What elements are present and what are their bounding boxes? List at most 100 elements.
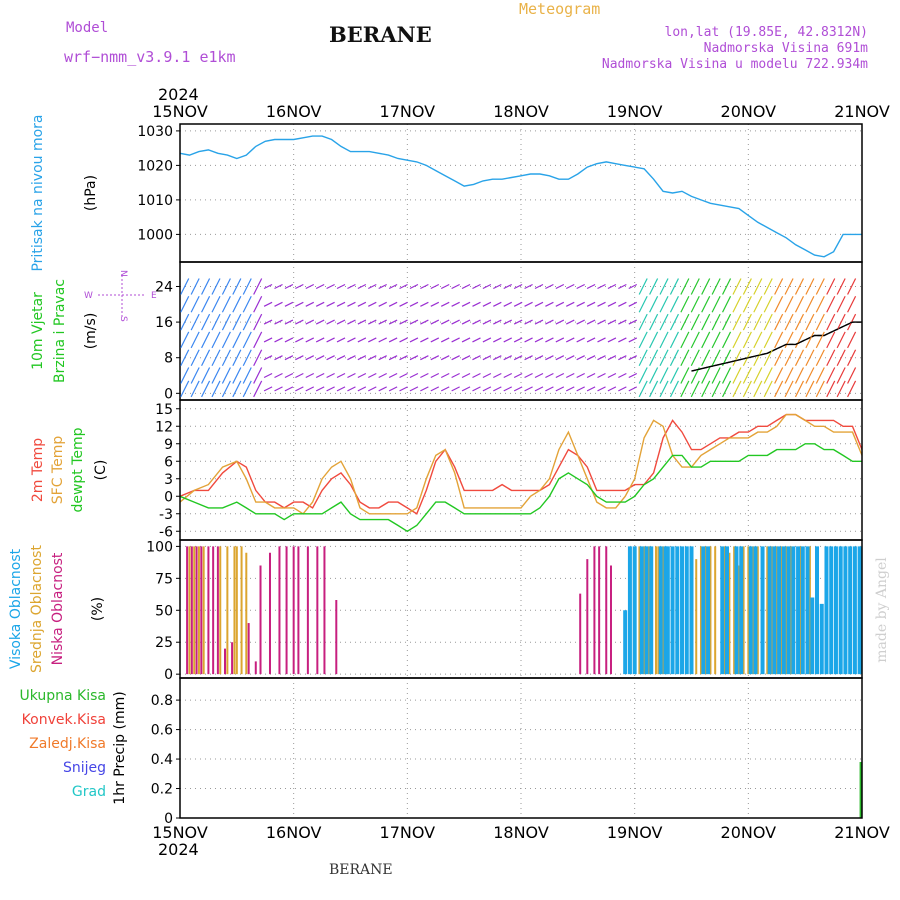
wind-barb — [576, 319, 585, 325]
model-elevation-label: Nadmorska Visina u modelu 722.934m — [601, 57, 868, 72]
wind-barb — [524, 386, 533, 392]
wind-barb — [774, 349, 784, 366]
model-value: wrf−nmm_v3.9.1 e1km — [64, 48, 236, 66]
wind-barb — [784, 380, 794, 398]
wind-axis-title-2: Brzina i Pravac — [52, 279, 68, 383]
wind-barb — [305, 319, 315, 325]
wind-barb — [659, 313, 669, 331]
wind-barb — [201, 331, 211, 349]
wind-barb — [774, 380, 784, 398]
x-tick-label-bottom: 17NOV — [380, 823, 436, 842]
precip-axis-title: 1hr Precip (mm) — [112, 691, 128, 804]
wind-barb — [753, 331, 763, 349]
wind-barb — [847, 331, 857, 349]
wind-barb — [284, 386, 294, 392]
wind-barb — [649, 380, 659, 398]
wind-barb — [201, 313, 211, 331]
wind-barb — [565, 301, 575, 307]
wind-barb — [545, 301, 554, 307]
wind-barb — [430, 337, 440, 343]
wind-barb — [274, 355, 283, 361]
wind-barb — [274, 386, 283, 392]
wind-barb — [794, 349, 805, 366]
wind-barb — [680, 349, 690, 366]
y-tick-label: 0 — [164, 386, 173, 402]
precip-legend-item: Konvek.Kisa — [22, 712, 106, 728]
wind-barb — [659, 278, 669, 295]
y-tick-label: 9 — [164, 437, 173, 453]
wind-barb — [388, 337, 398, 343]
wind-barb — [805, 380, 815, 398]
wind-barb — [711, 278, 721, 295]
compass-s: S — [118, 316, 128, 322]
wind-barb — [545, 372, 554, 379]
wind-barb — [451, 301, 460, 307]
wind-barb — [774, 313, 784, 331]
y-tick-label: 50 — [155, 603, 173, 619]
wind-barb — [638, 278, 648, 295]
wind-barb — [815, 296, 825, 313]
wind-barb — [826, 331, 836, 349]
wind-barb — [555, 355, 565, 361]
wind-barb — [472, 355, 481, 361]
wind-barb — [336, 301, 346, 307]
wind-barb — [513, 372, 523, 379]
wind-barb — [597, 319, 606, 325]
wind-barb — [211, 296, 221, 313]
wind-barb — [836, 313, 846, 331]
y-tick-label: 100 — [146, 539, 173, 555]
wind-barb — [368, 372, 377, 379]
wind-barb — [763, 349, 773, 366]
wind-barb — [628, 386, 638, 392]
wind-barb — [388, 301, 398, 307]
wind-barb — [221, 296, 231, 313]
wind-barb — [576, 283, 585, 290]
wind-barb — [836, 278, 846, 295]
x-tick-label-top: 16NOV — [266, 102, 322, 121]
wind-barb — [815, 380, 825, 398]
wind-barb — [284, 301, 294, 307]
wind-barb — [576, 337, 585, 343]
wind-barb — [326, 283, 335, 290]
model-label: Model — [66, 20, 109, 36]
wind-barb — [742, 296, 752, 313]
wind-barb — [180, 331, 190, 349]
wind-barb — [263, 386, 273, 392]
wind-barb — [524, 355, 533, 361]
wind-barb — [545, 355, 554, 361]
wind-barb — [503, 355, 513, 361]
wind-barb — [690, 349, 700, 366]
wind-barb — [274, 283, 283, 290]
wind-barb — [576, 301, 585, 307]
wind-barb — [753, 296, 763, 313]
wind-barb — [607, 319, 617, 325]
wind-barb — [326, 319, 335, 325]
wind-barb — [482, 319, 492, 325]
y-tick-label: 1020 — [137, 158, 173, 174]
wind-barb — [221, 380, 231, 398]
wind-barb — [368, 319, 377, 325]
wind-barb — [211, 349, 221, 366]
wind-barb — [836, 380, 846, 398]
wind-barb — [784, 367, 794, 384]
wind-barb — [221, 331, 231, 349]
wind-barb — [295, 337, 304, 343]
wind-barb — [378, 283, 387, 290]
wind-barb — [669, 349, 679, 366]
wind-barb — [368, 283, 377, 290]
wind-barb — [503, 337, 513, 343]
wind-barb — [513, 319, 523, 325]
wind-barb — [753, 367, 763, 384]
x-tick-label-bottom: 21NOV — [834, 823, 890, 842]
wind-barb — [482, 386, 492, 392]
wind-barb — [201, 367, 211, 384]
wind-barb — [836, 296, 846, 313]
wind-barb — [836, 367, 846, 384]
wind-barb — [690, 313, 700, 331]
wind-barb — [399, 319, 408, 325]
compass-n: N — [118, 270, 128, 277]
wind-barb — [420, 301, 429, 307]
wind-barb — [388, 372, 398, 379]
wind-barb — [242, 313, 252, 331]
y-tick-label: 1010 — [137, 193, 173, 209]
